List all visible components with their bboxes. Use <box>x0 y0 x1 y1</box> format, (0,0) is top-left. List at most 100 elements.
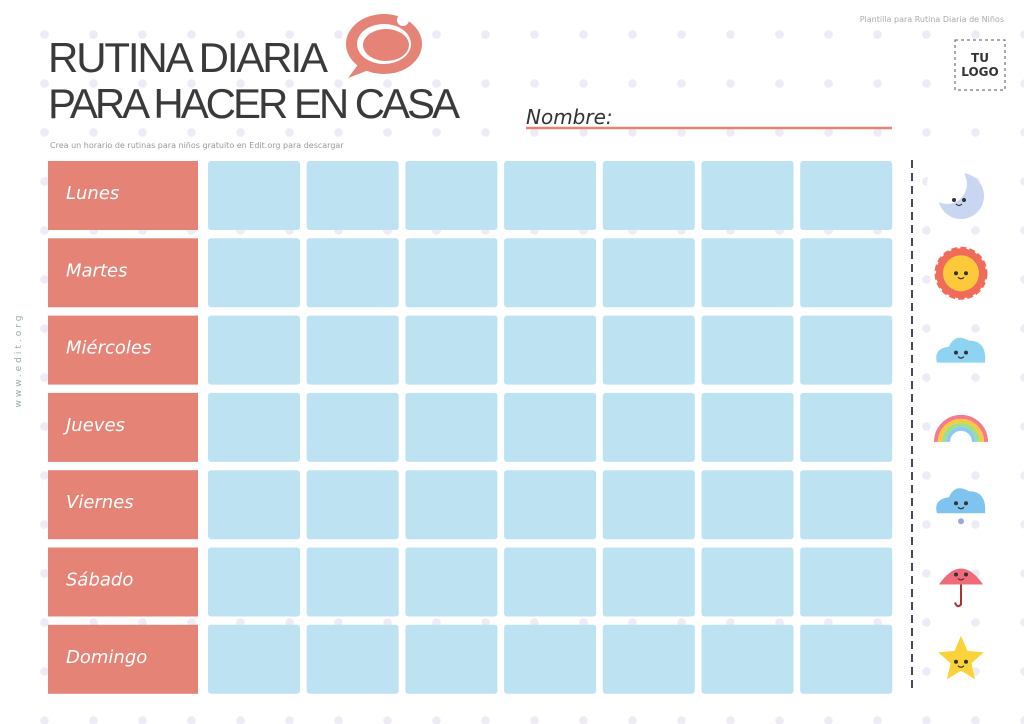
day-box <box>48 392 198 462</box>
task-cell <box>405 470 498 540</box>
title-line: RUTINA DIARIA <box>48 34 328 81</box>
task-cell <box>602 315 695 385</box>
day-row: Domingo <box>48 624 984 694</box>
logo-text: LOGO <box>961 65 998 79</box>
day-label: Viernes <box>66 492 134 513</box>
task-cell <box>701 624 794 694</box>
task-cell <box>306 392 399 462</box>
day-row: Viernes <box>48 470 986 540</box>
task-cell <box>306 315 399 385</box>
eye <box>962 198 966 202</box>
row-icon <box>934 414 988 443</box>
eye <box>964 572 968 577</box>
subtitle: Crea un horario de rutinas para niños gr… <box>50 141 344 150</box>
task-cell <box>800 161 893 230</box>
day-row: Lunes <box>48 161 984 230</box>
day-label: Lunes <box>66 183 119 204</box>
task-cell <box>800 392 893 462</box>
task-cell <box>504 470 597 540</box>
task-cell <box>701 547 794 617</box>
eye <box>964 501 968 506</box>
task-cell <box>800 624 893 694</box>
task-cell <box>306 624 399 694</box>
side-text: www.edit.org <box>14 312 24 407</box>
logo-text: TU <box>971 51 989 65</box>
eye <box>954 350 958 355</box>
rainbow-band <box>942 422 980 443</box>
task-cell <box>800 470 893 540</box>
eye <box>964 271 968 276</box>
task-cell <box>701 470 794 540</box>
day-label: Martes <box>66 260 127 281</box>
day-box <box>48 470 198 540</box>
task-cell <box>701 315 794 385</box>
row-icon <box>938 635 984 680</box>
day-row: Miércoles <box>48 315 986 385</box>
caption: Plantilla para Rutina Diaria de Niños <box>860 15 1004 24</box>
rainbow-band <box>938 418 984 443</box>
sun <box>943 255 979 292</box>
row-icon <box>936 337 986 363</box>
mouth <box>957 506 965 510</box>
day-box <box>48 315 198 385</box>
day-row: Jueves <box>48 392 988 462</box>
day-label: Sábado <box>66 570 133 591</box>
task-cell <box>405 161 498 230</box>
day-box <box>48 624 198 694</box>
rainbow-band <box>946 426 976 443</box>
task-cell <box>504 392 597 462</box>
name-label: Nombre: <box>526 105 613 129</box>
eye <box>954 501 958 506</box>
task-cell <box>405 392 498 462</box>
task-cell <box>800 547 893 617</box>
task-cell <box>602 238 695 308</box>
day-row: Martes <box>48 238 988 308</box>
task-cell <box>405 547 498 617</box>
mouth <box>957 356 965 359</box>
row-icon <box>939 568 983 608</box>
task-cell <box>602 161 695 230</box>
task-cell <box>701 161 794 230</box>
eye <box>954 659 958 664</box>
cloud <box>936 337 986 363</box>
task-cell <box>504 547 597 617</box>
task-cell <box>504 624 597 694</box>
row-icon <box>927 164 984 219</box>
task-cell <box>504 315 597 385</box>
task-cell <box>208 238 300 308</box>
task-cell <box>208 624 300 694</box>
task-cell <box>306 547 399 617</box>
task-cell <box>208 161 300 230</box>
eye <box>954 572 958 577</box>
task-cell <box>405 624 498 694</box>
logo-box <box>954 39 1006 91</box>
task-cell <box>208 547 300 617</box>
task-cell <box>602 392 695 462</box>
umbrella <box>939 568 983 585</box>
moon-cut <box>927 164 967 204</box>
cloud <box>936 488 986 514</box>
task-cell <box>701 238 794 308</box>
task-cell <box>208 392 300 462</box>
title-line: PARA HACER EN CASA <box>48 80 460 127</box>
day-box <box>48 547 198 617</box>
mouth <box>957 276 965 280</box>
handle <box>954 584 962 608</box>
eye <box>964 659 968 664</box>
task-cell <box>800 315 893 385</box>
task-cell <box>800 238 893 308</box>
day-box <box>48 161 198 230</box>
task-cell <box>602 547 695 617</box>
task-cell <box>602 470 695 540</box>
mouth <box>957 578 965 581</box>
mouth <box>957 665 965 668</box>
row-icon <box>934 246 988 300</box>
task-cell <box>306 161 399 230</box>
row-icon <box>936 488 986 525</box>
eye <box>952 198 956 202</box>
drop <box>958 518 964 525</box>
eye <box>954 271 958 276</box>
task-cell <box>602 624 695 694</box>
